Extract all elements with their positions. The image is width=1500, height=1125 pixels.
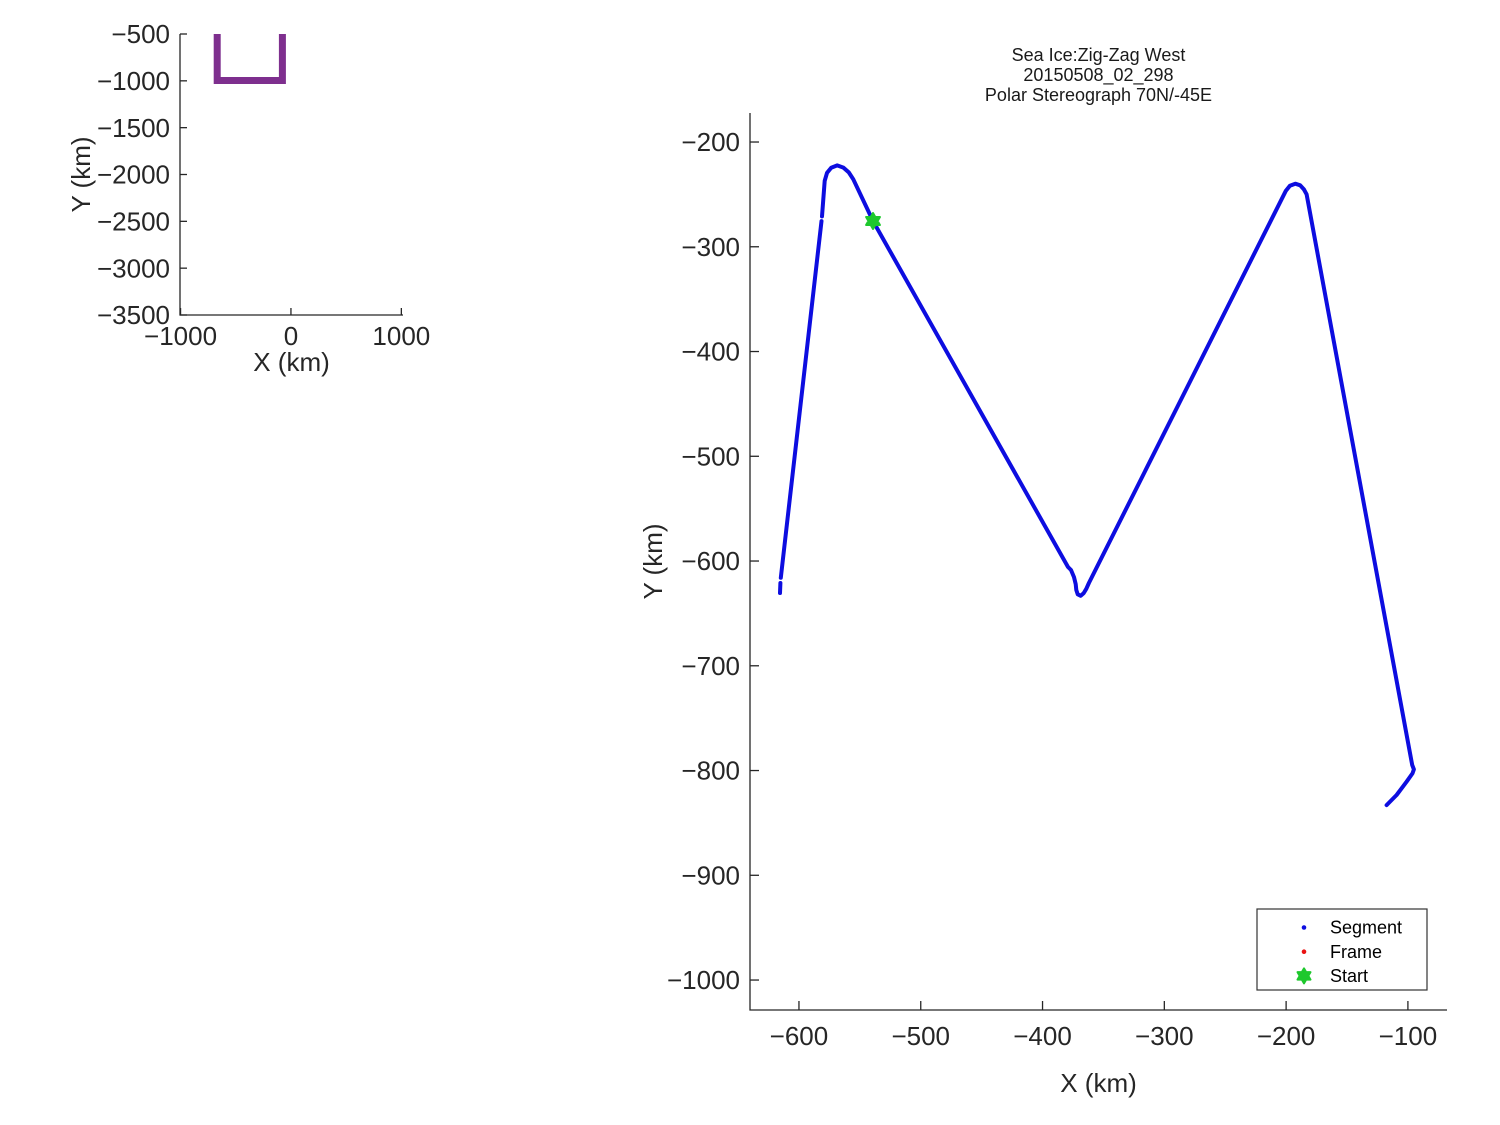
overview-axes-spines (179, 34, 403, 316)
legend-label-segment: Segment (1330, 918, 1402, 938)
overview-xlabel: X (km) (253, 347, 330, 377)
legend-marker-frame-icon (1301, 949, 1307, 954)
main-y-tick-label: −600 (681, 546, 740, 576)
overview-y-tick-label: −2500 (97, 206, 170, 236)
series-path-Segment (778, 163, 1416, 808)
main-legend: Segment Frame Start (1256, 908, 1428, 991)
main-x-tick-label: −100 (1379, 1021, 1438, 1051)
overview-y-tick-label: −3500 (97, 300, 170, 330)
overview-y-tick-label: −3000 (97, 253, 170, 283)
main-x-tick-label: −400 (1013, 1021, 1072, 1051)
overview-x-tick-label: 1000 (372, 321, 430, 351)
start-marker (865, 212, 881, 230)
legend-marker-segment-icon (1301, 925, 1307, 930)
main-x-tick-label: −600 (770, 1021, 829, 1051)
main-x-tick-label: −300 (1135, 1021, 1194, 1051)
main-y-tick-label: −500 (681, 441, 740, 471)
overview-y-tick-label: −2000 (97, 160, 170, 190)
overview-y-tick-label: −1500 (97, 113, 170, 143)
main-title-line-2: 20150508_02_298 (1023, 65, 1173, 86)
main-y-tick-label: −800 (681, 756, 740, 786)
main-x-tick-label: −500 (891, 1021, 950, 1051)
main-y-tick-label: −300 (681, 232, 740, 262)
overview-x-tick-label: −1000 (144, 321, 217, 351)
main-chart: −600 −500 −400 −300 −200 −100 −200 −300 −400 −500… (638, 45, 1447, 1098)
main-title-line-1: Sea Ice:Zig-Zag West (1012, 45, 1186, 65)
main-xlabel: X (km) (1060, 1068, 1137, 1098)
main-y-tick-label: −1000 (667, 965, 740, 995)
overview-y-tick-label: −1000 (97, 66, 170, 96)
main-axes-spines (749, 113, 1447, 1011)
overview-y-tick-label: −500 (111, 19, 170, 49)
legend-box (1256, 908, 1428, 991)
main-y-tick-label: −200 (681, 127, 740, 157)
series-path-flight-track-overview (213, 34, 286, 84)
main-y-tick-label: −700 (681, 651, 740, 681)
main-y-tick-label: −400 (681, 337, 740, 367)
overview-x-tick-label: 0 (284, 321, 298, 351)
legend-label-start: Start (1330, 966, 1368, 986)
overview-chart: −1000 0 1000 −500 −1000 −1500 −2000 −2500 −3000 −… (66, 19, 430, 377)
main-title-line-3: Polar Stereograph 70N/-45E (985, 85, 1212, 105)
main-ylabel: Y (km) (638, 523, 668, 599)
overview-ylabel: Y (km) (66, 136, 96, 212)
main-x-tick-label: −200 (1257, 1021, 1316, 1051)
main-y-tick-label: −900 (681, 860, 740, 890)
legend-label-frame: Frame (1330, 942, 1382, 962)
legend-marker-start-icon (1296, 967, 1312, 985)
